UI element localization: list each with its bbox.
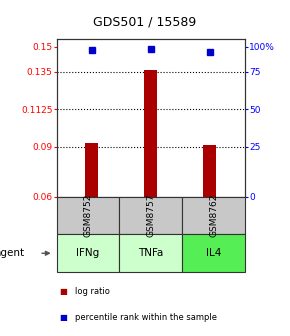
Text: GSM8757: GSM8757 xyxy=(146,194,155,237)
Text: TNFa: TNFa xyxy=(138,248,164,258)
Text: IL4: IL4 xyxy=(206,248,221,258)
Text: percentile rank within the sample: percentile rank within the sample xyxy=(75,313,218,322)
Text: ■: ■ xyxy=(59,287,67,296)
Text: IFNg: IFNg xyxy=(76,248,99,258)
Text: ■: ■ xyxy=(59,313,67,322)
Text: log ratio: log ratio xyxy=(75,287,110,296)
Bar xyxy=(144,70,157,197)
Bar xyxy=(203,145,216,197)
Bar xyxy=(86,143,98,197)
Text: agent: agent xyxy=(0,248,25,258)
Text: GSM8762: GSM8762 xyxy=(209,194,218,237)
Text: GDS501 / 15589: GDS501 / 15589 xyxy=(93,15,197,28)
Text: GSM8752: GSM8752 xyxy=(84,194,93,237)
